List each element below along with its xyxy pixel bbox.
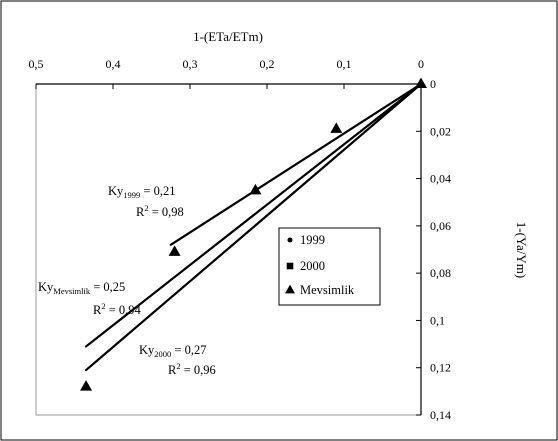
x-tick-label: 0,4	[106, 57, 121, 71]
regression-line-mevsimlik	[84, 82, 423, 348]
x-axis-title: 1-(ETa/ETm)	[193, 29, 263, 44]
legend-box	[278, 227, 381, 306]
y-tick-label: 0,14	[430, 408, 451, 422]
y-tick-label: 0,1	[430, 313, 445, 327]
y-tick-label: 0,02	[430, 124, 451, 138]
x-tick-label: 0,3	[183, 57, 198, 71]
annotation-r2-2000: R2 = 0,96	[168, 361, 216, 377]
data-points	[80, 77, 427, 391]
annotations: Ky1999 = 0,21 R2 = 0,98 KyMevsimlik = 0,25…	[38, 184, 216, 377]
data-point-mevsimlik	[168, 245, 181, 256]
y-tick-label: 0,12	[430, 361, 451, 375]
y-tick-label: 0,04	[430, 172, 451, 186]
regression-lines	[84, 82, 423, 372]
data-point-mevsimlik	[415, 77, 427, 88]
regression-line-2000	[84, 82, 423, 372]
legend: 1999 2000 Mevsimlik	[278, 227, 381, 306]
axes: 0,5 0,4 0,3 0,2 0,1 00 0,02 0,04 0,06 0,08 0,1 0,12…	[29, 29, 530, 422]
annotation-ky-1999: Ky1999 = 0,21	[108, 184, 175, 200]
x-tick-label: 0,5	[29, 57, 44, 71]
legend-marker-2000	[286, 262, 294, 270]
y-tick-label: 0	[430, 77, 436, 91]
data-point-mevsimlik	[80, 380, 93, 391]
annotation-ky-2000: Ky2000 = 0,27	[139, 343, 206, 359]
legend-label-1999: 1999	[300, 233, 325, 247]
legend-marker-mevsimlik	[285, 284, 295, 294]
data-point-mevsimlik	[330, 122, 343, 133]
annotation-r2-mevsimlik: R2 = 0,94	[93, 301, 142, 317]
x-tick-label: 0,2	[260, 57, 275, 71]
y-axis-title: 1-(Ya/Ym)	[514, 222, 529, 278]
legend-marker-1999	[287, 237, 293, 243]
y-tick-label: 0,08	[430, 266, 451, 280]
regression-line-1999	[169, 82, 423, 246]
legend-label-2000: 2000	[300, 259, 325, 273]
y-tick-label: 0,06	[430, 219, 451, 233]
annotation-r2-1999: R2 = 0,98	[136, 203, 184, 219]
x-tick-label: 0,1	[337, 57, 352, 71]
legend-label-mevsimlik: Mevsimlik	[300, 283, 355, 297]
x-tick-label: 0	[418, 57, 424, 71]
data-point-mevsimlik	[249, 183, 262, 195]
annotation-ky-mevsimlik: KyMevsimlik = 0,25	[38, 280, 125, 296]
